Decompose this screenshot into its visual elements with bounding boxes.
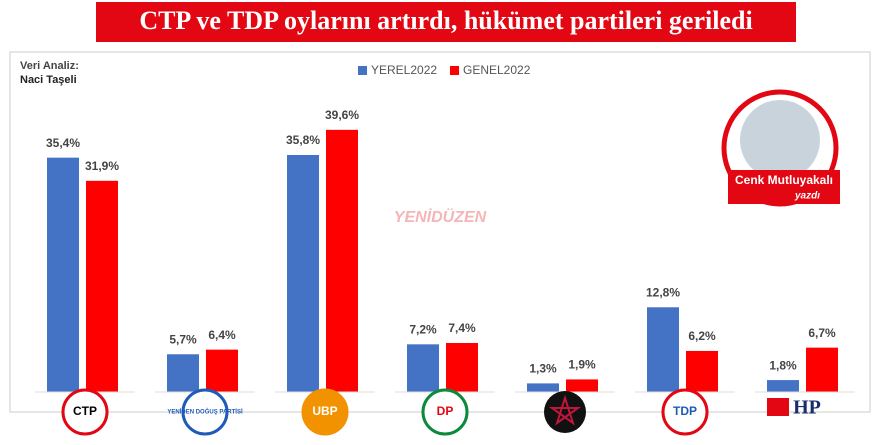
bar [206,349,238,392]
legend-swatch [358,66,367,75]
party-logo [421,388,469,436]
value-label: 12,8% [646,285,680,299]
bar [767,380,799,392]
party-logo [181,388,229,436]
legend-label: YEREL2022 [371,63,437,77]
party-logo-text: CTP [73,404,97,418]
value-label: 35,8% [286,133,320,147]
bar [167,354,199,392]
value-label: 35,4% [46,136,80,150]
party-logo [301,388,349,436]
title-banner [96,2,796,42]
party-logo-text: DP [437,404,454,418]
bar [287,155,319,392]
value-label: 6,2% [688,329,716,343]
value-label: 1,9% [568,358,596,372]
value-label: 5,7% [169,332,197,346]
watermark: YENİDÜZEN [394,207,487,226]
bar [686,350,718,392]
party-logo [661,388,709,436]
bar [47,157,79,392]
bar [806,347,838,392]
value-label: 6,7% [808,326,836,340]
party-logo-star [548,394,582,426]
analyst: Naci Taşeli [20,74,77,86]
party-logo-text: YENİDEN DOĞUŞ PARTİSİ [167,408,243,416]
party-logo [544,391,586,433]
author-photo [740,100,820,180]
party-logo [767,398,789,416]
title: CTP ve TDP oylarını artırdı, hükümet par… [139,6,752,35]
value-label: 31,9% [85,159,119,173]
party-logo [61,388,109,436]
value-label: 7,4% [448,321,476,335]
bar [407,344,439,392]
value-label: 39,6% [325,108,359,122]
value-label: 7,2% [409,323,437,337]
value-label: 1,8% [769,358,797,372]
author-badge [728,170,840,204]
party-logo-text: HP [793,397,821,419]
bar [326,129,358,392]
bar [446,343,478,392]
analysis-label: Veri Analiz: [20,60,79,72]
party-logo-text: TDP [673,404,697,418]
bar [527,383,559,392]
value-label: 6,4% [208,328,236,342]
bar [566,379,598,392]
author-note: yazdı [794,191,820,202]
party-logo-text: UBP [312,404,337,418]
bar [86,180,118,392]
legend-label: GENEL2022 [463,63,531,77]
value-label: 1,3% [529,362,557,376]
author-name: Cenk Mutluyakalı [735,173,833,187]
bar [647,307,679,392]
legend-swatch [450,66,459,75]
